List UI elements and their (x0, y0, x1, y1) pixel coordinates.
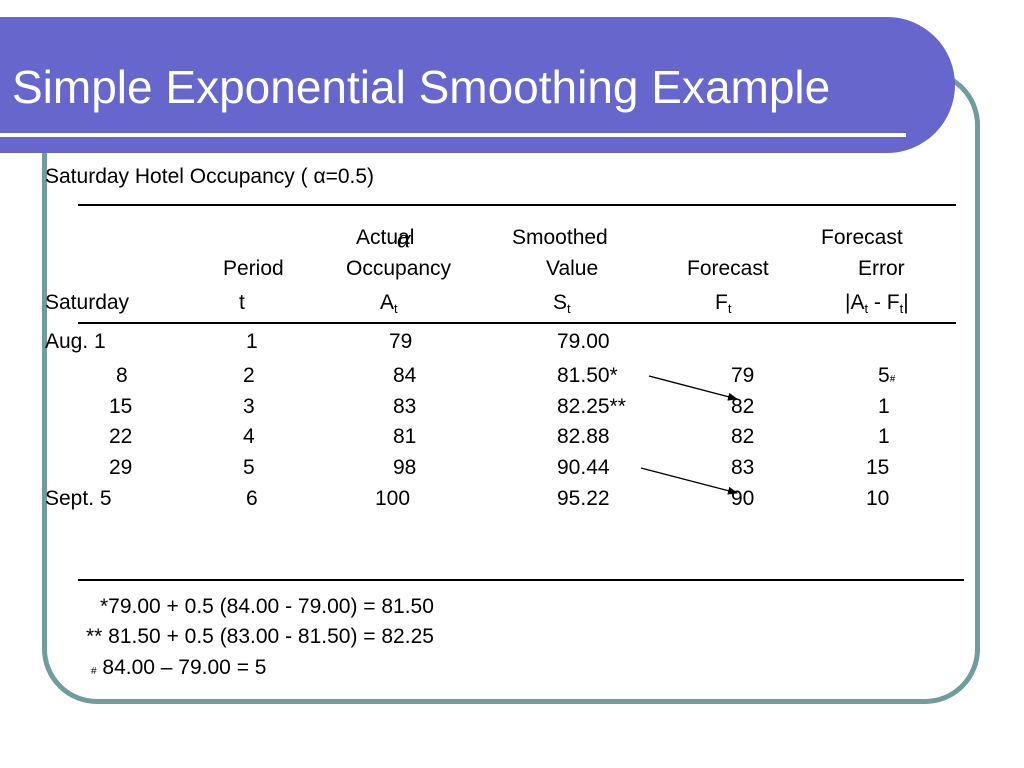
cell-period: 5 (243, 456, 255, 479)
slide-title: Simple Exponential Smoothing Example (12, 61, 831, 113)
cell-period: 6 (246, 487, 258, 510)
header-t: t (239, 291, 245, 314)
arrow-line (640, 467, 738, 495)
header-error: Error (858, 257, 905, 280)
cell-smoothed: 81.50* (557, 364, 618, 387)
header-occupancy: Occupancy (346, 257, 452, 280)
slide-frame (42, 70, 980, 704)
cell-actual: 100 (375, 487, 411, 510)
header-value: Value (546, 257, 599, 280)
cell-forecast: 79 (731, 364, 755, 387)
footnote-1: *79.00 + 0.5 (84.00 - 79.00) = 81.50 (100, 595, 434, 618)
table-caption: Saturday Hotel Occupancy ( α=0.5) (45, 165, 375, 188)
cell-forecast: 82 (731, 395, 755, 418)
cell-period: 1 (246, 330, 258, 353)
cell-actual: 84 (393, 364, 417, 387)
cell-error: 15 (866, 456, 890, 479)
cell-saturday: 15 (109, 395, 133, 418)
cell-period: 2 (243, 364, 255, 387)
table-header-rule (78, 322, 956, 324)
header-forecast: Forecast (687, 257, 769, 280)
cell-smoothed: 95.22 (557, 487, 610, 510)
cell-actual: 81 (393, 425, 417, 448)
cell-forecast: 83 (731, 456, 755, 479)
cell-forecast: 82 (731, 425, 755, 448)
table-bottom-rule (78, 579, 964, 581)
table-top-rule (78, 204, 956, 206)
cell-smoothed: 82.88 (557, 425, 610, 448)
cell-actual: 83 (393, 395, 417, 418)
arrow-line (648, 375, 738, 401)
header-saturday: Saturday (45, 291, 130, 314)
footnote-2: ** 81.50 + 0.5 (83.00 - 81.50) = 82.25 (86, 625, 434, 648)
header-A-t: At (380, 291, 398, 316)
cell-actual: 79 (389, 330, 413, 353)
header-S-t: St (553, 291, 571, 316)
cell-actual: 98 (393, 456, 417, 479)
header-period: Period (223, 257, 284, 280)
cell-period: 3 (243, 395, 255, 418)
title-bar (0, 17, 955, 153)
cell-error: 1 (878, 425, 890, 448)
alpha-symbol: α (397, 224, 411, 253)
header-actual: Actual (356, 226, 415, 249)
cell-smoothed: 79.00 (557, 330, 610, 353)
header-F-t: Ft (715, 291, 732, 316)
header-smoothed: Smoothed (512, 226, 608, 249)
cell-smoothed: 82.25** (557, 395, 626, 418)
cell-error: 10 (866, 487, 890, 510)
title-underline (0, 133, 906, 137)
header-abs-error: |At - Ft| (845, 291, 909, 316)
footnote-3: # 84.00 – 79.00 = 5 (91, 656, 267, 679)
header-forecast-error-top: Forecast (821, 226, 903, 249)
cell-error: 5# (878, 364, 896, 387)
footnote-mark: # (889, 374, 896, 385)
cell-saturday: Aug. 1 (45, 330, 106, 353)
cell-saturday: 8 (116, 364, 128, 387)
cell-saturday: Sept. 5 (45, 487, 112, 510)
footnote-mark: # (91, 666, 97, 677)
cell-period: 4 (243, 425, 255, 448)
cell-smoothed: 90.44 (557, 456, 610, 479)
cell-saturday: 22 (109, 425, 133, 448)
cell-saturday: 29 (109, 456, 133, 479)
cell-error: 1 (878, 395, 890, 418)
